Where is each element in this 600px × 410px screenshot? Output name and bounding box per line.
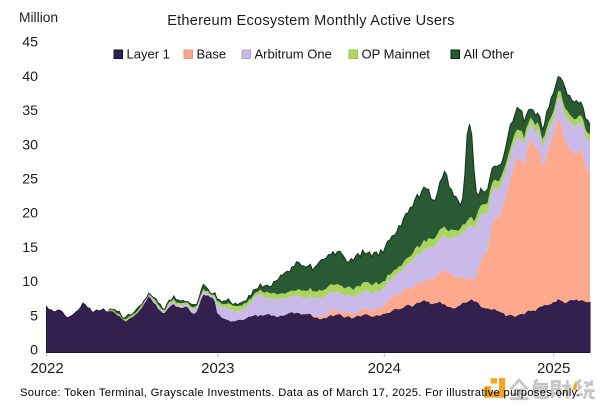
svg-text:40: 40 bbox=[22, 69, 38, 85]
svg-text:Base: Base bbox=[197, 46, 227, 61]
svg-text:All Other: All Other bbox=[464, 46, 515, 61]
svg-text:30: 30 bbox=[22, 137, 38, 153]
svg-text:2023: 2023 bbox=[201, 360, 234, 377]
svg-text:10: 10 bbox=[22, 274, 38, 290]
svg-text:Layer 1: Layer 1 bbox=[127, 46, 170, 61]
svg-text:2022: 2022 bbox=[30, 360, 63, 377]
svg-text:OP Mainnet: OP Mainnet bbox=[362, 46, 431, 61]
svg-text:Source: Token Terminal, Graysc: Source: Token Terminal, Grayscale Invest… bbox=[20, 387, 580, 399]
svg-text:20: 20 bbox=[22, 206, 38, 222]
svg-text:2025: 2025 bbox=[537, 360, 570, 377]
svg-text:25: 25 bbox=[22, 172, 38, 188]
svg-text:0: 0 bbox=[30, 343, 38, 359]
svg-text:5: 5 bbox=[30, 308, 38, 324]
svg-text:Ethereum Ecosystem Monthly Act: Ethereum Ecosystem Monthly Active Users bbox=[167, 13, 455, 29]
svg-text:45: 45 bbox=[22, 35, 38, 51]
svg-text:Million: Million bbox=[19, 10, 58, 25]
svg-text:35: 35 bbox=[22, 103, 38, 119]
svg-text:2024: 2024 bbox=[368, 360, 401, 377]
svg-text:15: 15 bbox=[22, 240, 38, 256]
svg-text:Arbitrum One: Arbitrum One bbox=[255, 46, 332, 61]
